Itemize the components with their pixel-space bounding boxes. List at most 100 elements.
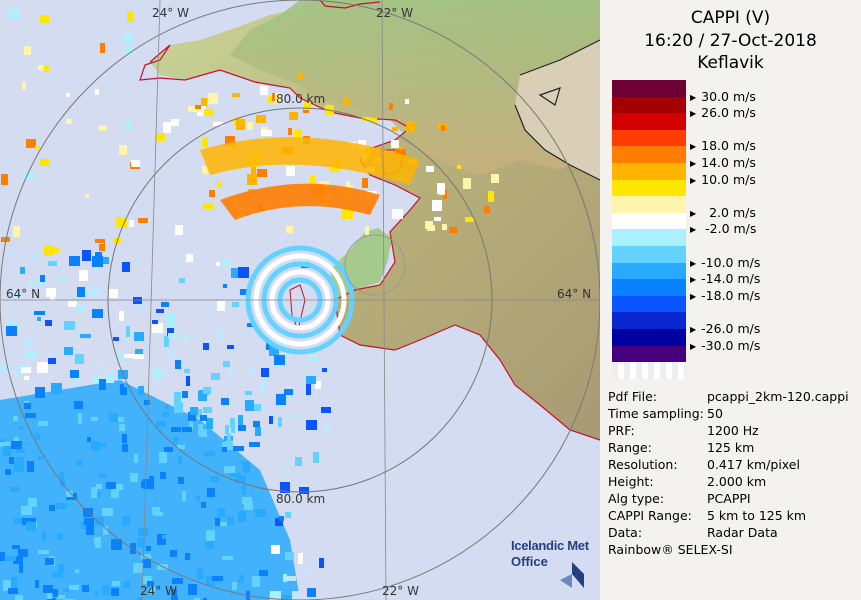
info-value: 5 km to 125 km bbox=[707, 508, 807, 523]
software-credit: Rainbow® SELEX-SI bbox=[608, 542, 733, 557]
timestamp: 16:20 / 27-Oct-2018 bbox=[644, 31, 817, 51]
info-row: Resolution: 0.417 km/pixel bbox=[608, 457, 800, 472]
legend-tick-icon: ▶ bbox=[690, 175, 697, 185]
lon-label-top-left: 24° W bbox=[152, 6, 189, 20]
legend-label: ▶ -30.0 m/s bbox=[690, 338, 760, 353]
legend-tick-icon: ▶ bbox=[690, 109, 697, 119]
legend-label: ▶ 18.0 m/s bbox=[690, 138, 756, 153]
legend-swatch bbox=[612, 229, 686, 246]
legend-label-text: 10.0 m/s bbox=[701, 171, 756, 187]
info-row: Alg type: PCAPPI bbox=[608, 491, 751, 506]
color-legend bbox=[612, 80, 686, 379]
logo-line-2: Office bbox=[511, 554, 548, 569]
land-peninsula bbox=[330, 228, 392, 300]
land-northeast bbox=[515, 40, 600, 180]
legend-label: ▶ -10.0 m/s bbox=[690, 255, 760, 270]
info-key: Range: bbox=[608, 440, 652, 455]
land-north-green bbox=[230, 0, 600, 175]
legend-label-text: 30.0 m/s bbox=[701, 88, 756, 104]
info-value: Radar Data bbox=[707, 525, 778, 540]
legend-label-text: 14.0 m/s bbox=[701, 155, 756, 170]
site-name: Keflavik bbox=[697, 53, 764, 73]
info-key: PRF: bbox=[608, 423, 635, 438]
legend-swatch bbox=[612, 362, 686, 379]
legend-swatch bbox=[612, 196, 686, 213]
lon-label-bottom-left: 24° W bbox=[140, 584, 177, 598]
info-row: Pdf File: pcappi_2km-120.cappi bbox=[608, 389, 849, 404]
info-row: Height: 2.000 km bbox=[608, 474, 766, 489]
legend-swatch bbox=[612, 179, 686, 197]
info-key: Alg type: bbox=[608, 491, 665, 506]
radar-map-svg bbox=[0, 0, 600, 600]
legend-tick-icon: ▶ bbox=[690, 208, 697, 218]
lat-label-right: 64° N bbox=[557, 287, 592, 301]
legend-tick-icon: ▶ bbox=[690, 291, 697, 301]
radar-map[interactable]: 24° W 22° W 24° W 22° W 64° N 64° N 80.0… bbox=[0, 0, 600, 600]
info-key: Data: bbox=[608, 525, 643, 540]
legend-label: ▶ 30.0 m/s bbox=[690, 89, 756, 104]
info-key: CAPPI Range: bbox=[608, 508, 692, 523]
legend-swatch bbox=[612, 345, 686, 363]
legend-swatch bbox=[612, 96, 686, 114]
info-row: PRF: 1200 Hz bbox=[608, 423, 759, 438]
range-label-top: 80.0 km bbox=[276, 92, 326, 106]
legend-label-text: 18.0 m/s bbox=[701, 138, 756, 154]
legend-tick-icon: ▶ bbox=[690, 258, 697, 268]
info-value: pcappi_2km-120.cappi bbox=[707, 389, 849, 404]
legend-swatch bbox=[612, 295, 686, 313]
coastline-northeast bbox=[514, 39, 600, 181]
legend-label-text: -10.0 m/s bbox=[701, 254, 761, 270]
legend-tick-icon: ▶ bbox=[690, 325, 697, 334]
info-key: Height: bbox=[608, 474, 654, 489]
legend-label-text: -26.0 m/s bbox=[701, 321, 761, 336]
legend-swatch bbox=[612, 162, 686, 180]
legend-label: ▶ -14.0 m/s bbox=[690, 271, 760, 286]
legend-swatch bbox=[612, 279, 686, 296]
radar-echoes bbox=[0, 9, 499, 600]
legend-tick-icon: ▶ bbox=[690, 225, 697, 235]
coastline bbox=[139, 0, 600, 441]
legend-swatch bbox=[612, 328, 686, 346]
info-value: 2.000 km bbox=[707, 474, 767, 489]
legend-label: ▶ -26.0 m/s bbox=[690, 321, 760, 336]
info-value: 50 bbox=[707, 406, 723, 421]
legend-swatch bbox=[612, 146, 686, 163]
legend-label-text: -14.0 m/s bbox=[701, 271, 761, 287]
lat-label-left: 64° N bbox=[6, 287, 41, 301]
info-key: Time sampling: bbox=[608, 406, 704, 421]
info-value: 125 km bbox=[707, 440, 755, 455]
legend-label: ▶ 10.0 m/s bbox=[690, 172, 756, 187]
legend-swatch bbox=[612, 262, 686, 280]
lon-label-bottom-right: 22° W bbox=[382, 584, 419, 598]
legend-label-text: -30.0 m/s bbox=[701, 337, 761, 353]
legend-tick-icon: ▶ bbox=[690, 275, 697, 285]
info-row: Range: 125 km bbox=[608, 440, 754, 455]
info-value: 1200 Hz bbox=[707, 423, 759, 438]
legend-swatch bbox=[612, 80, 686, 97]
logo-line-1: Icelandic Met bbox=[511, 538, 589, 553]
range-label-bottom: 80.0 km bbox=[276, 492, 326, 506]
legend-swatch bbox=[612, 312, 686, 329]
legend-tick-icon: ▶ bbox=[690, 159, 697, 168]
legend-label-text: -2.0 m/s bbox=[701, 221, 757, 237]
legend-label: ▶ 14.0 m/s bbox=[690, 155, 756, 170]
legend-label: ▶ -2.0 m/s bbox=[690, 221, 756, 236]
info-key: Pdf File: bbox=[608, 389, 657, 404]
info-key: Resolution: bbox=[608, 457, 678, 472]
legend-swatch bbox=[612, 245, 686, 263]
info-row: CAPPI Range: 5 km to 125 km bbox=[608, 508, 806, 523]
lon-label-top-right: 22° W bbox=[376, 6, 413, 20]
legend-swatch bbox=[612, 212, 686, 230]
imo-logo-mark bbox=[560, 562, 584, 588]
info-value: PCAPPI bbox=[707, 491, 751, 506]
legend-label-text: 2.0 m/s bbox=[701, 204, 756, 220]
info-row: Time sampling: 50 bbox=[608, 406, 723, 421]
legend-swatch bbox=[612, 113, 686, 130]
legend-label-text: -18.0 m/s bbox=[701, 287, 761, 303]
legend-label: ▶ 2.0 m/s bbox=[690, 205, 756, 220]
product-title: CAPPI (V) bbox=[690, 8, 771, 28]
legend-tick-icon: ▶ bbox=[690, 142, 697, 152]
legend-label: ▶ 26.0 m/s bbox=[690, 105, 756, 120]
graticule bbox=[0, 0, 600, 600]
